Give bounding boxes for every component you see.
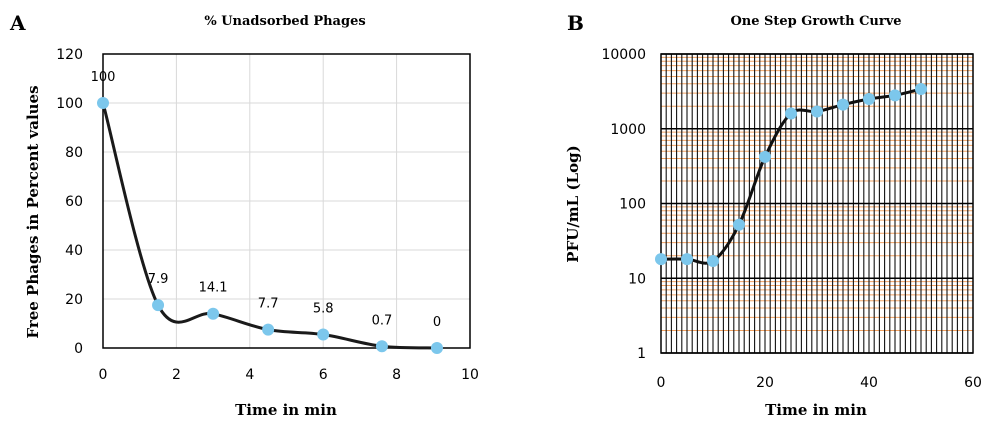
panel-a-letter: A [9, 11, 26, 35]
chart-a-data-point [97, 97, 109, 109]
chart-b-title: One Step Growth Curve [730, 14, 901, 29]
chart-a-frame [102, 53, 471, 349]
chart-b-data-point [837, 98, 849, 111]
chart-a-x-tick-label: 4 [245, 367, 254, 383]
chart-b-x-tick-label: 20 [756, 375, 774, 391]
chart-a-y-tick-label: 20 [65, 292, 83, 308]
chart-b-data-point [915, 83, 927, 96]
chart-b-plot: 0 20 40 60 1 10 100 1000 10000 [601, 47, 981, 391]
chart-a-data-point [152, 299, 165, 312]
chart-a-title: % Unadsorbed Phages [204, 14, 365, 29]
chart-a-data-label: 7.7 [258, 297, 279, 312]
chart-a-data-point [207, 307, 220, 320]
chart-b-frame [660, 53, 974, 354]
chart-a-data-point [262, 323, 275, 336]
chart-a-data-label: 0.7 [372, 313, 393, 328]
chart-a-y-tick-label: 80 [65, 145, 83, 161]
chart-b-data-point [733, 218, 745, 231]
chart-a-xlabel: Time in min [235, 401, 337, 419]
chart-b-xlabel: Time in min [765, 401, 867, 419]
chart-b-y-tick-label: 10000 [601, 47, 646, 63]
chart-b-x-tick-label: 60 [964, 375, 982, 391]
chart-b-data-point [681, 253, 693, 266]
chart-a-x-tick-label: 8 [392, 367, 401, 383]
panel-b-letter: B [567, 11, 584, 35]
chart-b-y-tick-label: 10 [628, 271, 646, 287]
chart-b-ylabel: PFU/mL (Log) [564, 145, 582, 262]
chart-a-data-point [375, 340, 388, 353]
chart-a-data-label: 5.8 [313, 302, 334, 317]
chart-b-data-point [889, 89, 901, 102]
chart-b-data-point [655, 253, 667, 266]
chart-b-data-point [785, 107, 797, 120]
chart-a-x-tick-label: 0 [99, 367, 108, 383]
chart-a-y-tick-label: 60 [65, 194, 83, 210]
chart-a-y-tick-label: 100 [56, 96, 83, 112]
chart-a-data-point [430, 342, 443, 354]
chart-b-y-tick-label: 1 [637, 346, 646, 362]
chart-a-data-label: 100 [91, 70, 116, 85]
chart-a-y-tick-label: 40 [65, 243, 83, 259]
chart-b-y-tick-label: 100 [619, 197, 646, 213]
chart-a-data-label: 7.9 [148, 272, 169, 287]
chart-a-y-tick-label: 120 [56, 47, 83, 63]
chart-b-x-tick-label: 40 [860, 375, 878, 391]
chart-b-y-tick-label: 1000 [610, 122, 646, 138]
chart-b-data-point [811, 105, 823, 118]
chart-a-x-tick-label: 6 [319, 367, 328, 383]
chart-a-y-tick-label: 0 [74, 341, 83, 357]
chart-a-x-tick-label: 2 [172, 367, 181, 383]
chart-a-ylabel: Free Phages in Percent values [24, 85, 42, 338]
chart-a-data-label: 14.1 [199, 281, 228, 296]
chart-a-x-tick-label: 10 [461, 367, 479, 383]
chart-a-data-point [317, 328, 330, 341]
chart-a-data-label: 0 [433, 315, 441, 330]
chart-b-x-tick-label: 0 [657, 375, 666, 391]
chart-b-data-point [759, 150, 771, 163]
chart-b-data-point [707, 255, 719, 268]
chart-b-data-point [863, 93, 875, 106]
